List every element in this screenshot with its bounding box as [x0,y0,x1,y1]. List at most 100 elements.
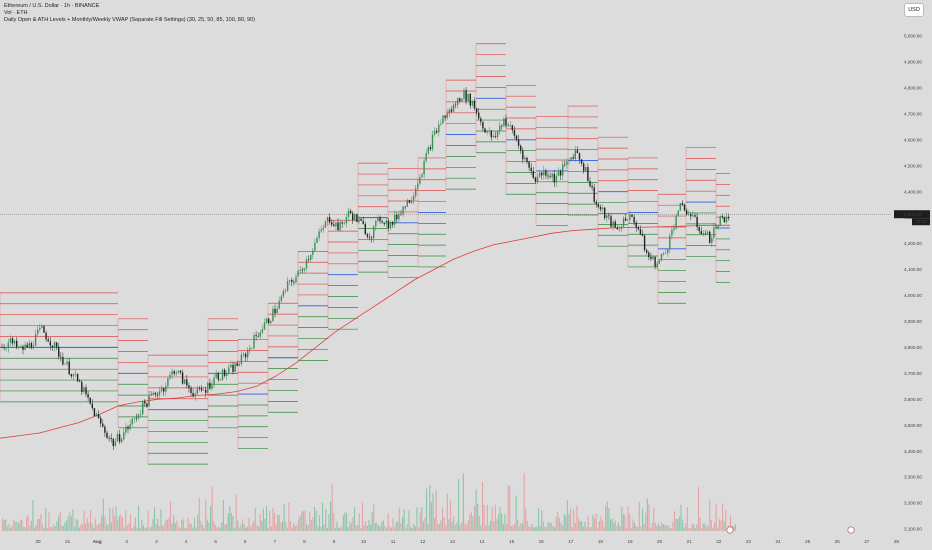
volume-bar [616,525,618,531]
time-tick-label: 7 [274,539,277,544]
candle-body [484,128,486,133]
candle-body [280,296,282,301]
indicator-legend[interactable]: Daily Open & ATH Levels + Monthly/Weekly… [4,17,255,23]
candle-body [223,369,226,376]
price-tick-label: 4,200.00 [904,241,922,246]
volume-bar [384,525,386,531]
candle-body [257,336,259,337]
volume-bar [498,514,500,531]
volume-bar [590,527,592,531]
volume-bar [709,499,711,531]
candle-body [633,216,635,223]
candle-body [496,131,499,137]
candle-body [163,387,165,392]
volume-bar [288,502,290,531]
volume-legend[interactable]: Vol · ETH [4,10,28,16]
volume-bar [158,526,160,531]
volume-bar [432,493,434,531]
volume-bar [315,510,317,531]
volume-bar [208,522,210,531]
time-tick-label: 6 [244,539,247,544]
volume-bar [181,520,183,531]
candle-body [421,174,423,177]
volume-bar [174,523,176,531]
candle-body [517,139,520,146]
candle-body [139,414,142,415]
volume-bar [520,523,522,531]
volume-bar [680,504,682,531]
volume-bar [128,523,130,531]
volume-bar [454,524,456,531]
volume-bar [381,521,383,531]
volume-bar [453,516,455,531]
volume-bar [570,508,572,531]
candle-body [639,229,642,235]
volume-bar [330,501,332,531]
volume-bar [478,516,480,531]
candle-body [608,215,610,217]
volume-bar [592,514,594,531]
candle-body [696,216,698,227]
price-tick-label: 4,100.00 [904,267,922,272]
volume-bar [630,527,632,531]
volume-bar [698,486,700,531]
volume-bar [363,524,365,531]
volume-bar [608,508,610,531]
candle-body [95,414,98,417]
price-tick-label: 4,900.00 [904,60,922,65]
candle-body [629,214,631,220]
candle-body [234,363,236,372]
candle-body [356,214,358,223]
candle-body [85,387,87,395]
volume-bar [102,498,104,531]
candle-body [114,440,117,447]
candle-body [648,252,650,257]
volume-bar [286,527,288,531]
volume-bar [178,526,180,531]
candle-body [97,414,100,418]
volume-bar [118,515,120,531]
volume-bar [293,523,295,531]
volume-bar [226,523,228,531]
volume-bar [389,526,391,531]
candle-body [698,226,700,232]
volume-bar [294,525,296,531]
volume-bar [467,520,469,531]
candle-body [244,353,247,358]
candle-body [459,98,461,102]
candle-body [93,408,96,417]
candle-body [442,115,444,124]
candle-body [295,276,297,283]
volume-bar [403,509,405,531]
volume-bar [53,524,55,531]
volume-bar [550,522,552,531]
volume-bar [80,524,82,531]
symbol-title[interactable]: Ethereum / U.S. Dollar · 1h · BINANCE [4,3,100,9]
volume-bar [376,522,378,531]
candle-body [614,221,616,228]
volume-bar [525,508,527,531]
candle-body [217,373,219,380]
volume-bar [402,517,404,531]
candle-body [173,371,175,374]
candle-body [169,374,171,379]
candle-body [11,338,14,344]
candle-body [417,183,419,189]
volume-bar [2,518,4,531]
candle-body [379,217,381,222]
volume-bar [72,509,74,531]
candle-body [438,124,440,133]
candle-body [121,439,123,442]
volume-bar [267,527,269,531]
volume-bar [78,527,80,531]
candle-body [270,321,272,324]
volume-bar [494,504,496,531]
candle-body [347,210,350,218]
volume-bar [51,527,53,531]
time-tick-label: 23 [746,539,752,544]
candle-body [318,231,320,238]
candle-body [650,256,652,260]
currency-button[interactable]: USD [904,3,924,17]
volume-bar [258,526,260,531]
